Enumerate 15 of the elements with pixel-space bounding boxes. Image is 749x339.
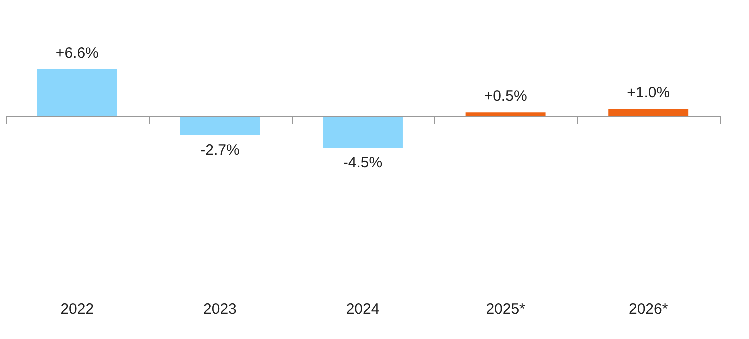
x-tick-label: 2025* [486, 301, 526, 318]
data-label: +1.0% [627, 84, 670, 102]
x-tick-label: 2022 [60, 301, 94, 318]
data-label: +6.6% [56, 45, 99, 62]
bar [37, 69, 118, 116]
data-label: -2.7% [200, 142, 240, 159]
data-label: +0.5% [484, 88, 528, 106]
bar [608, 109, 689, 116]
x-tick-label: 2023 [204, 301, 237, 318]
data-label: -4.5% [343, 154, 383, 172]
bar [466, 112, 546, 116]
bar [180, 116, 260, 136]
bar [323, 116, 403, 148]
x-tick-label: 2024 [346, 301, 380, 318]
x-tick-label: 2026* [628, 301, 668, 318]
